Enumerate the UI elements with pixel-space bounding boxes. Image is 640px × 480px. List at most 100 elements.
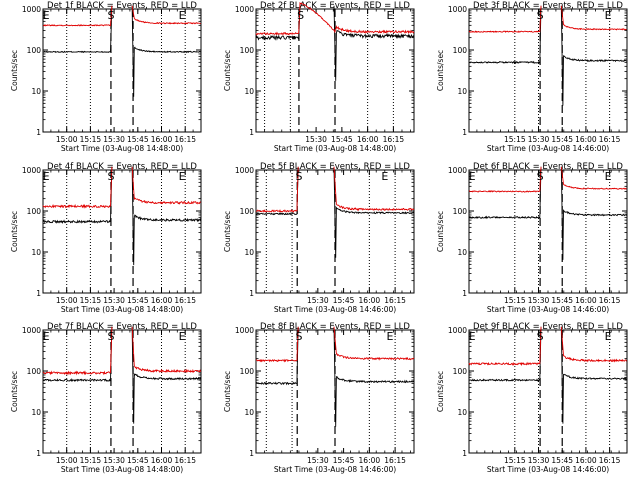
x-tick-label: 16:00 (359, 296, 381, 305)
segment-marker-e: E (469, 170, 476, 183)
x-tick-label: 15:15 (504, 456, 526, 465)
segment-marker-e: E (605, 9, 612, 22)
y-tick-label: 10 (457, 408, 467, 417)
x-tick-label: 15:15 (80, 135, 102, 144)
x-tick-label: 15:30 (528, 296, 550, 305)
x-axis-label: Start Time (03-Aug-08 14:46:00) (274, 305, 396, 314)
x-tick-label: 16:00 (151, 456, 173, 465)
y-tick-label: 1 (36, 128, 41, 137)
y-tick-label: 1 (36, 449, 41, 458)
y-tick-label: 1000 (235, 5, 254, 14)
segment-marker-e: E (179, 170, 186, 183)
y-axis-label: Counts/sec (10, 371, 19, 412)
x-tick-label: 16:00 (575, 456, 597, 465)
segment-marker-s: S (537, 330, 544, 343)
x-tick-label: 16:00 (575, 135, 597, 144)
series-lld-line (468, 326, 627, 367)
x-tick-label: 15:45 (127, 296, 149, 305)
x-tick-label: 15:15 (80, 296, 102, 305)
series-events-line (469, 326, 627, 424)
y-tick-label: 1 (36, 289, 41, 298)
y-axis-label: Counts/sec (10, 211, 19, 252)
panel-2: Det 2f BLACK = Events, RED = LLD 1 10 100 10… (223, 1, 415, 153)
x-tick-label: 16:15 (599, 296, 621, 305)
panel-3: Det 3f BLACK = Events, RED = LLD 1 10 100 10… (436, 1, 628, 153)
series-lld-line (255, 326, 415, 363)
x-axis-label: Start Time (03-Aug-08 14:46:00) (487, 305, 609, 314)
x-tick-label: 15:30 (305, 135, 327, 144)
series-events-line (42, 326, 202, 424)
y-tick-label: 1 (462, 128, 467, 137)
x-axis-label: Start Time (03-Aug-08 14:48:00) (61, 144, 183, 153)
series-events-line (255, 326, 415, 427)
y-axis-label: Counts/sec (223, 211, 232, 252)
x-tick-label: 15:45 (127, 135, 149, 144)
segment-marker-s: S (107, 330, 114, 343)
y-tick-label: 1000 (235, 326, 254, 335)
x-axis-label: Start Time (03-Aug-08 14:46:00) (487, 144, 609, 153)
x-tick-label: 15:15 (80, 456, 102, 465)
segment-marker-e: E (605, 330, 612, 343)
y-tick-label: 10 (31, 87, 41, 96)
x-tick-label: 15:00 (56, 456, 78, 465)
x-tick-label: 15:45 (127, 456, 149, 465)
x-tick-label: 15:30 (103, 135, 125, 144)
series-lld-line (255, 1, 415, 36)
segment-marker-s: S (295, 330, 302, 343)
y-tick-label: 100 (240, 46, 255, 55)
y-tick-label: 10 (457, 87, 467, 96)
y-tick-label: 10 (31, 408, 41, 417)
x-tick-label: 15:30 (528, 456, 550, 465)
y-tick-label: 10 (244, 408, 254, 417)
series-lld-line (255, 166, 415, 213)
x-tick-label: 16:15 (174, 456, 196, 465)
series-events-line (255, 5, 415, 81)
panel-title: Det 2f BLACK = Events, RED = LLD (260, 1, 410, 11)
x-tick-label: 16:00 (151, 296, 173, 305)
y-tick-label: 1 (249, 289, 254, 298)
x-tick-label: 16:15 (384, 296, 406, 305)
y-axis-label: Counts/sec (436, 50, 445, 91)
segment-marker-s: S (537, 170, 544, 183)
segment-marker-e: E (386, 330, 393, 343)
x-tick-label: 15:30 (103, 296, 125, 305)
y-axis-label: Counts/sec (223, 371, 232, 412)
segment-marker-e: E (179, 330, 186, 343)
y-tick-label: 1 (249, 128, 254, 137)
series-lld-line (468, 5, 627, 34)
y-tick-label: 100 (27, 367, 42, 376)
x-axis-label: Start Time (03-Aug-08 14:48:00) (274, 144, 396, 153)
series-events-line (42, 166, 202, 266)
y-tick-label: 10 (244, 248, 254, 257)
panel-title: Det 8f BLACK = Events, RED = LLD (260, 322, 410, 332)
segment-marker-s: S (297, 9, 304, 22)
x-axis-label: Start Time (03-Aug-08 14:48:00) (61, 465, 183, 474)
x-tick-label: 15:00 (56, 135, 78, 144)
x-tick-label: 16:00 (575, 296, 597, 305)
y-tick-label: 100 (27, 46, 42, 55)
panel-7: Det 7f BLACK = Events, RED = LLD 1 10 100 10… (10, 322, 202, 474)
y-axis-label: Counts/sec (436, 211, 445, 252)
plot-frame (468, 169, 628, 294)
series-lld-line (42, 5, 201, 27)
y-tick-label: 100 (27, 207, 42, 216)
series-events-line (255, 166, 415, 258)
panel-8: Det 8f BLACK = Events, RED = LLD 1 10 100 10… (223, 322, 415, 474)
x-tick-label: 16:15 (384, 456, 406, 465)
x-axis-label: Start Time (03-Aug-08 14:46:00) (274, 465, 396, 474)
y-tick-label: 1000 (22, 326, 41, 335)
segment-marker-s: S (107, 9, 114, 22)
x-tick-label: 15:15 (504, 135, 526, 144)
x-tick-label: 16:15 (599, 456, 621, 465)
y-tick-label: 1 (462, 289, 467, 298)
x-tick-label: 15:45 (551, 296, 573, 305)
x-tick-label: 15:30 (528, 135, 550, 144)
y-tick-label: 10 (244, 87, 254, 96)
y-tick-label: 100 (453, 367, 468, 376)
panel-6: Det 6f BLACK = Events, RED = LLD 1 10 100 10… (436, 162, 628, 314)
x-tick-label: 15:00 (56, 296, 78, 305)
segment-marker-e: E (469, 330, 476, 343)
x-tick-label: 15:45 (333, 456, 355, 465)
series-lld-line (42, 326, 202, 376)
panel-title: Det 3f BLACK = Events, RED = LLD (473, 1, 623, 11)
